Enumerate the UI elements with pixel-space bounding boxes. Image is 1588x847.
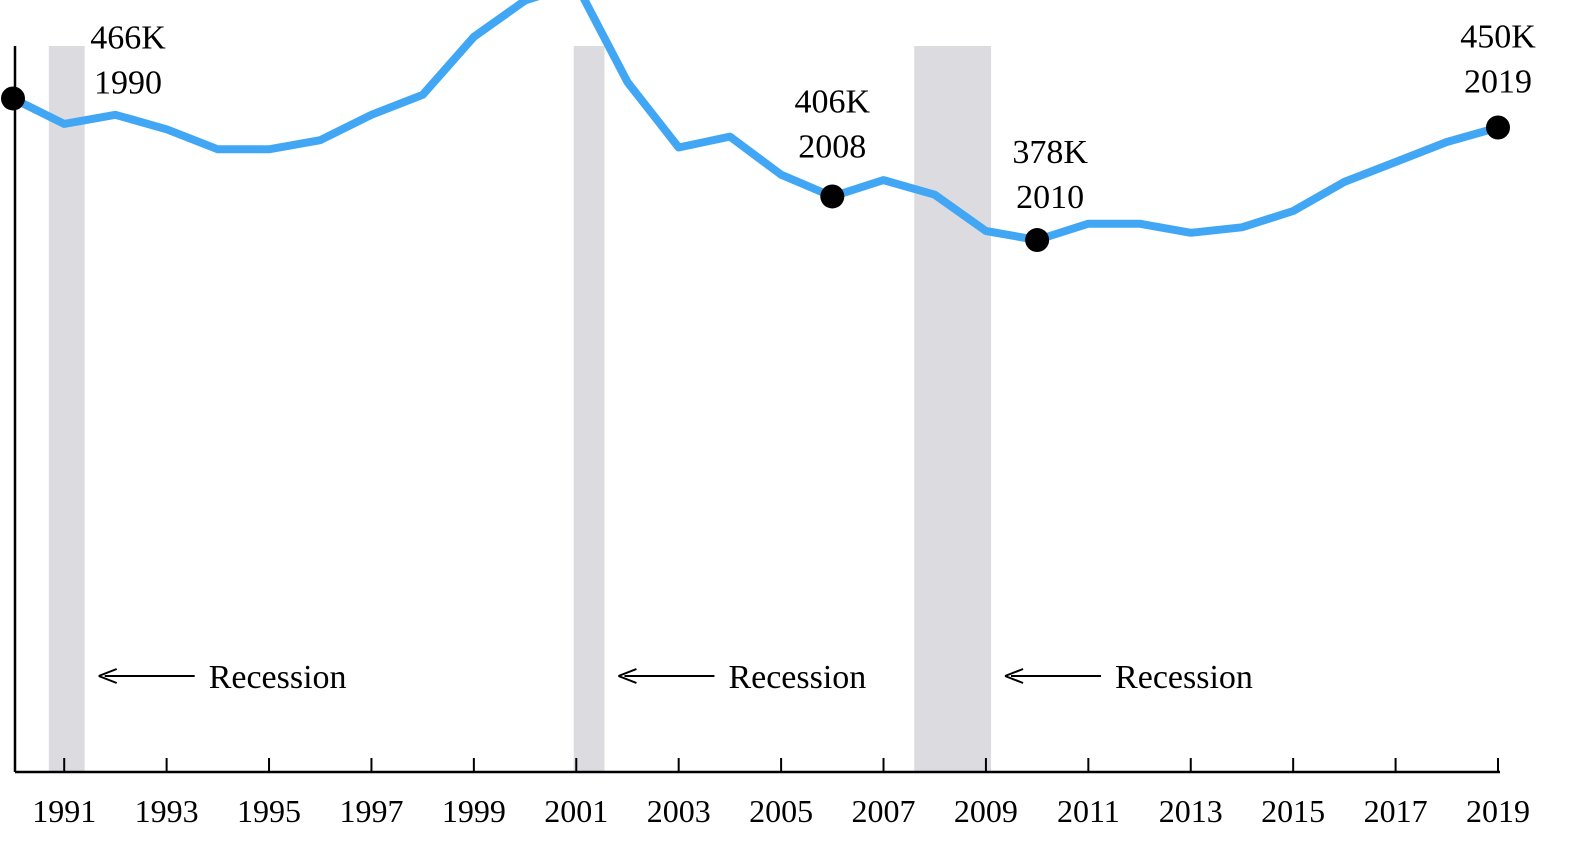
recession-label-1: Recession bbox=[209, 659, 347, 696]
highlight-point-1990 bbox=[1, 86, 25, 111]
recession-label-3: Recession bbox=[1115, 659, 1253, 696]
axes bbox=[13, 46, 1500, 774]
annotation-value-2008: 406K bbox=[795, 83, 871, 120]
x-tick-label-2015: 2015 bbox=[1261, 793, 1325, 829]
x-tick-label-2009: 2009 bbox=[954, 793, 1018, 829]
x-tick-label-2011: 2011 bbox=[1057, 793, 1120, 829]
recession-arrowhead-2 bbox=[618, 668, 637, 684]
highlight-point-2010 bbox=[1025, 228, 1050, 253]
recession-arrowhead-3 bbox=[1004, 668, 1024, 684]
x-tick-label-1993: 1993 bbox=[135, 793, 199, 829]
x-ticks: 1991 1993 1995 1997 1999 2001 2003 2005 2007 2009… bbox=[32, 758, 1530, 829]
recession-band-3 bbox=[914, 46, 992, 772]
annotation-year-1990: 1990 bbox=[94, 64, 162, 101]
x-tick-label-1995: 1995 bbox=[237, 793, 301, 829]
recession-labels: Recession Recession Recession bbox=[98, 659, 1253, 696]
series-line-1 bbox=[9, 0, 1502, 244]
annotation-value-1990: 466K bbox=[90, 19, 166, 56]
x-tick-label-2007: 2007 bbox=[852, 793, 916, 829]
recession-band-1 bbox=[48, 46, 85, 772]
recession-arrowhead-1 bbox=[98, 668, 118, 684]
annotation-value-2019: 450K bbox=[1460, 19, 1536, 56]
x-tick-label-2003: 2003 bbox=[647, 793, 711, 829]
x-tick-label-2001: 2001 bbox=[544, 793, 608, 829]
annotation-year-2010: 2010 bbox=[1016, 179, 1084, 216]
recession-label-2: Recession bbox=[728, 659, 866, 696]
x-tick-label-2013: 2013 bbox=[1159, 793, 1223, 829]
recession-bands bbox=[48, 46, 992, 772]
highlight-points bbox=[1, 86, 1510, 253]
series-line-group bbox=[9, 0, 1502, 244]
recession-band-2 bbox=[573, 46, 605, 772]
x-tick-label-1999: 1999 bbox=[442, 793, 506, 829]
annotation-year-2008: 2008 bbox=[798, 128, 866, 165]
x-tick-label-1997: 1997 bbox=[339, 793, 403, 829]
annotation-value-2010: 378K bbox=[1012, 134, 1088, 171]
x-tick-label-1991: 1991 bbox=[32, 793, 96, 829]
highlight-point-2019 bbox=[1486, 115, 1510, 140]
highlight-point-2008 bbox=[820, 184, 845, 209]
x-tick-label-2005: 2005 bbox=[749, 793, 813, 829]
annotation-year-2019: 2019 bbox=[1464, 64, 1532, 101]
x-tick-label-2017: 2017 bbox=[1364, 793, 1428, 829]
x-tick-label-2019: 2019 bbox=[1466, 793, 1530, 829]
annotations: 466K1990534K2001406K2008378K2010450K2019 bbox=[90, 19, 1536, 217]
